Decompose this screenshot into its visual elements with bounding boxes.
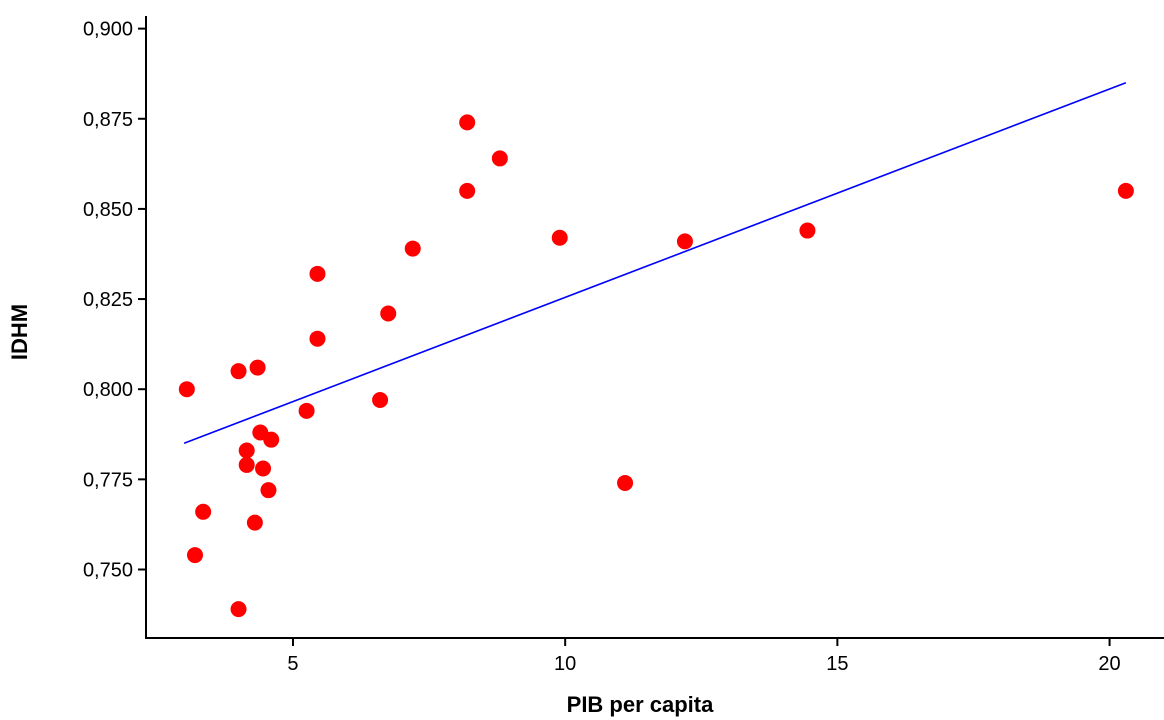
y-axis-ticks: 0,750 0,775 0,800 0,825 0,850 0,875 0,900 [83, 19, 146, 581]
data-point-8 [246, 514, 263, 531]
data-point-9 [249, 359, 266, 376]
data-point-17 [372, 392, 389, 409]
data-point-15 [309, 265, 326, 282]
data-point-5 [230, 601, 247, 618]
data-points [178, 114, 1134, 618]
y-tick-label: 0,800 [83, 379, 133, 401]
data-point-23 [551, 229, 568, 246]
x-axis-ticks: 5 10 15 20 [287, 638, 1121, 675]
trend-line [183, 81, 1127, 445]
y-tick-label: 0,850 [83, 199, 133, 221]
y-tick-label: 0,750 [83, 559, 133, 581]
data-point-11 [255, 460, 272, 477]
data-point-4 [230, 363, 247, 380]
data-point-16 [309, 330, 326, 347]
x-tick-label: 20 [1098, 653, 1120, 675]
data-point-20 [459, 114, 476, 131]
x-tick-label: 15 [826, 653, 848, 675]
data-point-19 [404, 240, 421, 257]
data-point-12 [260, 482, 277, 499]
data-point-6 [238, 442, 255, 459]
data-point-24 [617, 474, 634, 491]
x-tick-label: 5 [287, 653, 298, 675]
y-tick-label: 0,900 [83, 19, 133, 41]
x-axis-title: PIB per capita [567, 692, 714, 717]
data-point-27 [1117, 182, 1134, 199]
y-tick-label: 0,875 [83, 109, 133, 131]
data-point-21 [459, 182, 476, 199]
data-point-13 [263, 431, 280, 448]
data-point-26 [799, 222, 816, 239]
y-tick-label: 0,825 [83, 289, 133, 311]
y-axis-title: IDHM [7, 304, 32, 360]
data-point-1 [178, 381, 195, 398]
data-point-2 [186, 547, 203, 564]
data-point-18 [380, 305, 397, 322]
x-tick-label: 10 [554, 653, 576, 675]
data-point-7 [238, 456, 255, 473]
data-point-14 [298, 402, 315, 419]
data-point-25 [676, 233, 693, 250]
data-point-3 [195, 503, 212, 520]
data-point-22 [491, 150, 508, 167]
y-tick-label: 0,775 [83, 469, 133, 491]
